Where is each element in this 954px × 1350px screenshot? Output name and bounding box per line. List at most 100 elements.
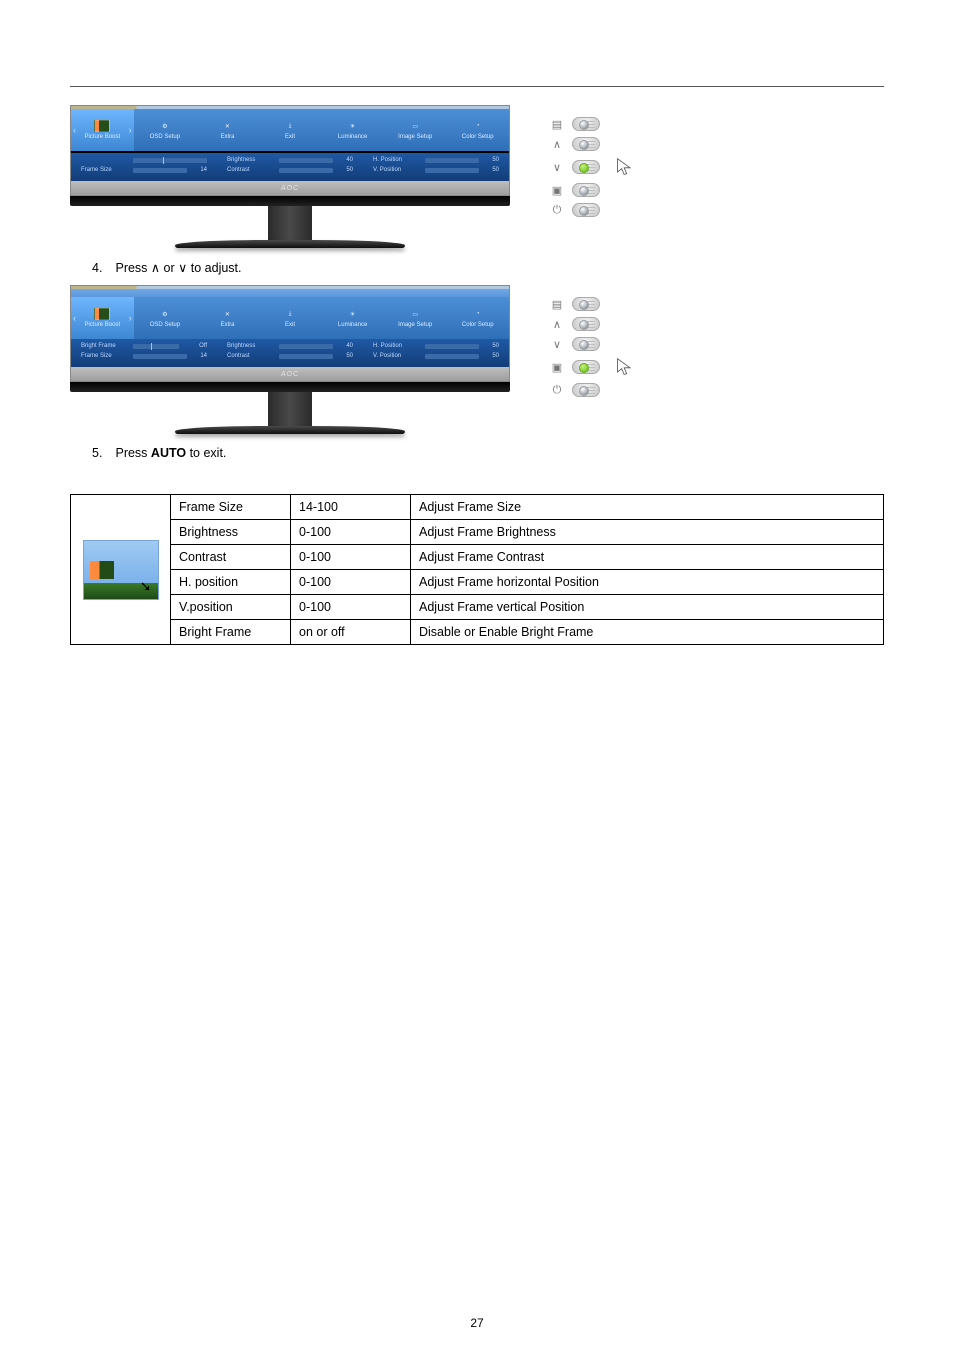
osd-slider-row: Frame Size14: [81, 353, 207, 359]
image-icon: ▭: [407, 120, 423, 132]
osd-slider-row: H. Position50: [373, 157, 499, 163]
up-icon: ∧: [550, 138, 564, 151]
power-button: [572, 203, 600, 217]
picture-boost-icon: [94, 120, 110, 132]
osd-tab-color-setup: ◔ Color Setup: [446, 109, 509, 151]
palette-icon: ◔: [470, 120, 486, 132]
osd-tab-picture-boost: ‹ Picture Boost ›: [71, 109, 134, 151]
osd-tab-image-setup: ▭ Image Setup: [384, 109, 447, 151]
chevron-right-icon: ›: [129, 125, 132, 135]
exit-icon: ⤓: [282, 120, 298, 132]
sun-icon: ☀: [345, 308, 361, 320]
setting-name: V.position: [171, 595, 291, 620]
osd-tab-extra: ✕ Extra: [196, 297, 259, 339]
chevron-left-icon: ‹: [73, 313, 76, 323]
setting-range: 0-100: [291, 545, 411, 570]
setting-desc: Adjust Frame vertical Position: [411, 595, 884, 620]
brand-bar: AOC: [71, 367, 509, 381]
chevron-right-icon: ›: [129, 313, 132, 323]
setting-name: Frame Size: [171, 495, 291, 520]
table-row: H. position0-100Adjust Frame horizontal …: [71, 570, 884, 595]
osd-slider-row: Contrast50: [227, 353, 353, 359]
step-4: 4. Press ∧ or ∨ to adjust.: [92, 260, 884, 275]
menu-button: [572, 297, 600, 311]
power-button: [572, 383, 600, 397]
osd-tab-image-setup: ▭ Image Setup: [384, 297, 447, 339]
setting-range: 0-100: [291, 570, 411, 595]
setting-range: on or off: [291, 620, 411, 645]
up-icon: ∧: [550, 318, 564, 331]
monitor-screenshot-2: ‹ Picture Boost › ⚙ OSD Setup ✕ Extra: [70, 285, 510, 434]
osd-tab-osd-setup: ⚙ OSD Setup: [134, 297, 197, 339]
picture-boost-thumb-icon: ➘: [83, 540, 159, 600]
osd-tab-luminance: ☀ Luminance: [321, 297, 384, 339]
down-icon: ∨: [550, 338, 564, 351]
menu-button: [572, 117, 600, 131]
chevron-left-icon: ‹: [73, 125, 76, 135]
page-number: 27: [0, 1316, 954, 1330]
down-icon: ∨: [550, 161, 564, 174]
power-icon: ⏻: [550, 384, 564, 397]
osd-slider-row: Frame Size14: [81, 167, 207, 173]
table-row: ➘Frame Size14-100Adjust Frame Size: [71, 495, 884, 520]
setting-desc: Adjust Frame Contrast: [411, 545, 884, 570]
tools-icon: ✕: [219, 308, 235, 320]
osd-slider-row: Brightness40: [227, 343, 353, 349]
gear-icon: ⚙: [157, 308, 173, 320]
osd-body-1: Brightness40 H. Position50 Frame Size14 Con…: [71, 151, 509, 181]
sun-icon: ☀: [345, 120, 361, 132]
setting-range: 0-100: [291, 595, 411, 620]
table-row: Brightness0-100Adjust Frame Brightness: [71, 520, 884, 545]
auto-button: [572, 183, 600, 197]
osd-slider-row: [81, 157, 207, 163]
osd-tab-osd-setup: ⚙ OSD Setup: [134, 109, 197, 151]
setting-range: 0-100: [291, 520, 411, 545]
brand-bar: AOC: [71, 181, 509, 195]
menu-icon: ▤: [550, 118, 564, 131]
osd-body-2: Bright FrameOff Brightness40 H. Position50…: [71, 339, 509, 367]
power-icon: ⏻: [550, 204, 564, 217]
osd-tab-bar: ‹ Picture Boost › ⚙ OSD Setup ✕ Extra: [71, 109, 509, 151]
palette-icon: ◔: [470, 308, 486, 320]
setting-desc: Adjust Frame horizontal Position: [411, 570, 884, 595]
osd-slider-row: H. Position50: [373, 343, 499, 349]
setting-name: H. position: [171, 570, 291, 595]
osd-tab-exit: ⤓ Exit: [259, 109, 322, 151]
osd-tab-extra: ✕ Extra: [196, 109, 259, 151]
setting-name: Bright Frame: [171, 620, 291, 645]
table-row: V.position0-100Adjust Frame vertical Pos…: [71, 595, 884, 620]
osd-slider-row: V. Position50: [373, 353, 499, 359]
osd-slider-row: Brightness40: [227, 157, 353, 163]
table-icon-cell: ➘: [71, 495, 171, 645]
osd-slider-row: Bright FrameOff: [81, 343, 207, 349]
down-button: [572, 160, 600, 174]
picture-boost-icon: [94, 308, 110, 320]
osd-tab-picture-boost: ‹ Picture Boost ›: [71, 297, 134, 339]
osd-slider-row: V. Position50: [373, 167, 499, 173]
tools-icon: ✕: [219, 120, 235, 132]
osd-tab-bar: ‹ Picture Boost › ⚙ OSD Setup ✕ Extra: [71, 297, 509, 339]
menu-icon: ▤: [550, 298, 564, 311]
table-row: Bright Frameon or offDisable or Enable B…: [71, 620, 884, 645]
down-button: [572, 337, 600, 351]
setting-range: 14-100: [291, 495, 411, 520]
cursor-icon: [614, 157, 636, 177]
cursor-icon: [614, 357, 636, 377]
button-guide-1: ▤ ∧ ∨ ▣ ⏻: [550, 111, 636, 223]
osd-slider-row: Contrast50: [227, 167, 353, 173]
table-row: Contrast0-100Adjust Frame Contrast: [71, 545, 884, 570]
setting-desc: Adjust Frame Brightness: [411, 520, 884, 545]
osd-tab-luminance: ☀ Luminance: [321, 109, 384, 151]
osd-tab-color-setup: ◔ Color Setup: [446, 297, 509, 339]
monitor-screenshot-1: ‹ Picture Boost › ⚙ OSD Setup ✕ Extra: [70, 105, 510, 248]
auto-icon: ▣: [550, 184, 564, 197]
exit-icon: ⤓: [282, 308, 298, 320]
setting-name: Brightness: [171, 520, 291, 545]
auto-button: [572, 360, 600, 374]
step-5: 5. Press AUTO to exit.: [92, 446, 884, 460]
setting-desc: Disable or Enable Bright Frame: [411, 620, 884, 645]
gear-icon: ⚙: [157, 120, 173, 132]
up-button: [572, 137, 600, 151]
settings-table: ➘Frame Size14-100Adjust Frame SizeBright…: [70, 494, 884, 645]
setting-name: Contrast: [171, 545, 291, 570]
